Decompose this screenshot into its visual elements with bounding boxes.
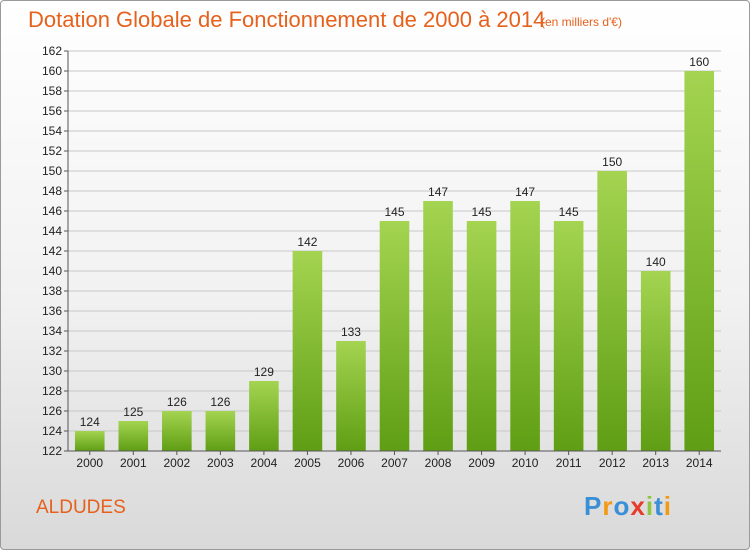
bar xyxy=(553,221,584,451)
bar xyxy=(205,411,236,451)
bar xyxy=(292,251,323,451)
value-label: 124 xyxy=(80,415,100,429)
y-tick-label: 128 xyxy=(42,384,62,398)
value-label: 160 xyxy=(689,55,709,69)
y-tick-label: 162 xyxy=(42,44,62,58)
value-label: 150 xyxy=(602,155,622,169)
value-label: 125 xyxy=(123,405,143,419)
proxiti-logo[interactable]: Proxiti xyxy=(584,491,672,522)
value-label: 129 xyxy=(254,365,274,379)
value-label: 126 xyxy=(210,395,230,409)
bar xyxy=(597,171,627,451)
bar xyxy=(510,201,540,451)
x-tick-label: 2006 xyxy=(338,456,365,470)
bar xyxy=(118,421,149,451)
y-tick-label: 154 xyxy=(42,124,62,138)
y-tick-label: 122 xyxy=(42,444,62,458)
y-tick-label: 150 xyxy=(42,164,62,178)
bar xyxy=(336,341,366,451)
unit-note: (en milliers d'€) xyxy=(541,15,622,29)
y-tick-label: 126 xyxy=(42,404,62,418)
value-label: 133 xyxy=(341,325,361,339)
x-tick-label: 2003 xyxy=(207,456,234,470)
y-tick-label: 148 xyxy=(42,184,62,198)
y-tick-label: 146 xyxy=(42,204,62,218)
x-tick-label: 2007 xyxy=(381,456,408,470)
value-label: 145 xyxy=(472,205,492,219)
x-tick-label: 2004 xyxy=(251,456,278,470)
y-tick-label: 156 xyxy=(42,104,62,118)
chart-title: Dotation Globale de Fonctionnement de 20… xyxy=(28,7,546,32)
x-tick-label: 2001 xyxy=(120,456,147,470)
y-tick-label: 140 xyxy=(42,264,62,278)
value-label: 142 xyxy=(297,235,317,249)
value-label: 147 xyxy=(428,185,448,199)
y-tick-label: 142 xyxy=(42,244,62,258)
y-tick-label: 152 xyxy=(42,144,62,158)
x-tick-label: 2010 xyxy=(512,456,539,470)
x-tick-label: 2012 xyxy=(599,456,626,470)
bars: 124 125 126 126 129 142 133 145 147 145 147 145 150 1… xyxy=(74,55,715,451)
value-label: 145 xyxy=(384,205,404,219)
y-tick-label: 158 xyxy=(42,84,62,98)
y-tick-label: 132 xyxy=(42,344,62,358)
x-tick-label: 2005 xyxy=(294,456,321,470)
bar xyxy=(640,271,671,451)
y-tick-label: 160 xyxy=(42,64,62,78)
x-tick-label: 2011 xyxy=(556,456,582,470)
logo-letter: P xyxy=(584,491,603,521)
axes: 122 124 126 128 130 132 134 136 138 140 142 144 146 1… xyxy=(42,44,721,470)
bar xyxy=(423,201,453,451)
value-label: 147 xyxy=(515,185,535,199)
x-tick-label: 2002 xyxy=(163,456,190,470)
logo-letter: i xyxy=(645,491,655,521)
x-tick-label: 2013 xyxy=(642,456,669,470)
bar xyxy=(249,381,279,451)
y-tick-label: 136 xyxy=(42,304,62,318)
bar xyxy=(466,221,497,451)
y-tick-label: 124 xyxy=(42,424,62,438)
bar xyxy=(684,71,715,451)
y-tick-label: 144 xyxy=(42,224,62,238)
x-tick-label: 2008 xyxy=(425,456,452,470)
logo-letter: t xyxy=(654,491,664,521)
x-tick-label: 2000 xyxy=(76,456,103,470)
logo-letter: o xyxy=(613,491,631,521)
logo-letter: x xyxy=(630,491,646,521)
x-tick-label: 2014 xyxy=(686,456,713,470)
logo-letter: i xyxy=(663,491,672,521)
value-label: 145 xyxy=(559,205,579,219)
y-tick-label: 130 xyxy=(42,364,62,378)
y-tick-label: 138 xyxy=(42,284,62,298)
value-label: 140 xyxy=(646,255,666,269)
x-tick-label: 2009 xyxy=(468,456,495,470)
bar xyxy=(74,431,105,451)
value-label: 126 xyxy=(167,395,187,409)
logo-letter: r xyxy=(602,491,614,521)
y-tick-label: 134 xyxy=(42,324,62,338)
bar xyxy=(162,411,192,451)
bar xyxy=(379,221,410,451)
place-name: ALDUDES xyxy=(36,497,126,518)
